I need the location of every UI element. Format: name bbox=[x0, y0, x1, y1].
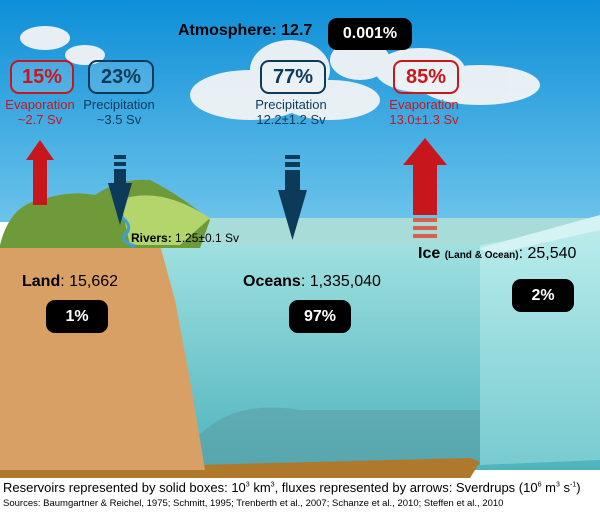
flux-value: 13.0±1.3 Sv bbox=[389, 112, 459, 127]
atmosphere-value: 12.7 bbox=[281, 22, 313, 39]
atmosphere-name: Atmosphere: bbox=[178, 22, 277, 39]
land-evaporation-percent: 15% bbox=[10, 60, 74, 94]
evaporation-arrow-land bbox=[26, 140, 54, 205]
land-precipitation-percent: 23% bbox=[88, 60, 154, 94]
note-sup: 6 bbox=[537, 481, 542, 489]
flux-label: Evaporation bbox=[389, 97, 459, 112]
evaporation-arrow-ocean bbox=[403, 138, 447, 238]
flux-value: ~3.5 Sv bbox=[96, 112, 142, 127]
land-evaporation-label: Evaporation ~2.7 Sv bbox=[0, 97, 80, 127]
ocean-evaporation-percent: 85% bbox=[393, 60, 459, 94]
flux-label: Evaporation bbox=[5, 97, 75, 112]
rivers-name: Rivers: bbox=[131, 231, 172, 245]
flux-value: ~2.7 Sv bbox=[17, 112, 63, 127]
ocean-precipitation-label: Precipitation 12.2±1.2 Sv bbox=[246, 97, 336, 127]
hill-light bbox=[120, 195, 210, 245]
rivers-value: 1.25±0.1 Sv bbox=[175, 231, 239, 245]
ocean-percent-box: 97% bbox=[289, 300, 351, 333]
land-percent-box: 1% bbox=[46, 300, 108, 333]
note-text: ) bbox=[576, 480, 581, 495]
clouds bbox=[20, 26, 540, 120]
land-reservoir-label: Land: 15,662 bbox=[22, 273, 118, 291]
ice-name: Ice bbox=[418, 245, 441, 262]
ice-top bbox=[480, 215, 600, 255]
note-text: s bbox=[559, 480, 570, 495]
ice-reservoir-label: Ice (Land & Ocean): 25,540 bbox=[418, 245, 576, 263]
flux-value: 12.2±1.2 Sv bbox=[256, 112, 326, 127]
note-text: m bbox=[541, 480, 556, 495]
ice-sub: (Land & Ocean) bbox=[444, 250, 519, 261]
seafloor bbox=[160, 407, 480, 470]
sources: Sources: Baumgartner & Reichel, 1975; Sc… bbox=[3, 498, 504, 509]
ocean-reservoir-label: Oceans: 1,335,040 bbox=[243, 273, 381, 291]
units-note: Reservoirs represented by solid boxes: 1… bbox=[3, 480, 581, 495]
note-sup: 3 bbox=[245, 481, 250, 489]
note-text: Reservoirs represented by solid boxes: 1… bbox=[3, 480, 246, 495]
land-value: : 15,662 bbox=[60, 273, 119, 290]
precipitation-arrow-ocean bbox=[278, 155, 307, 240]
note-sup: -1 bbox=[569, 481, 577, 489]
land-precipitation-label: Precipitation ~3.5 Sv bbox=[78, 97, 160, 127]
rivers-label: Rivers: 1.25±0.1 Sv bbox=[131, 231, 239, 245]
note-text: , fluxes represented by arrows: Sverdrup… bbox=[274, 480, 538, 495]
oceans-value: : 1,335,040 bbox=[300, 273, 381, 290]
ocean-evaporation-label: Evaporation 13.0±1.3 Sv bbox=[379, 97, 469, 127]
note-text: km bbox=[249, 480, 271, 495]
atmosphere-label: Atmosphere: 12.7 bbox=[178, 22, 312, 40]
river bbox=[117, 213, 136, 248]
ice-value: : 25,540 bbox=[518, 245, 577, 262]
precipitation-arrow-land bbox=[108, 155, 132, 225]
flux-label: Precipitation bbox=[83, 97, 155, 112]
oceans-name: Oceans bbox=[243, 273, 301, 290]
atmosphere-percent-box: 0.001% bbox=[328, 18, 412, 50]
note-sup: 3 bbox=[555, 481, 560, 489]
note-sup: 3 bbox=[270, 481, 275, 489]
land-name: Land bbox=[22, 273, 61, 290]
ocean-precipitation-percent: 77% bbox=[260, 60, 326, 94]
flux-label: Precipitation bbox=[255, 97, 327, 112]
seafloor-sand bbox=[0, 458, 480, 478]
ice-percent-box: 2% bbox=[512, 279, 574, 312]
